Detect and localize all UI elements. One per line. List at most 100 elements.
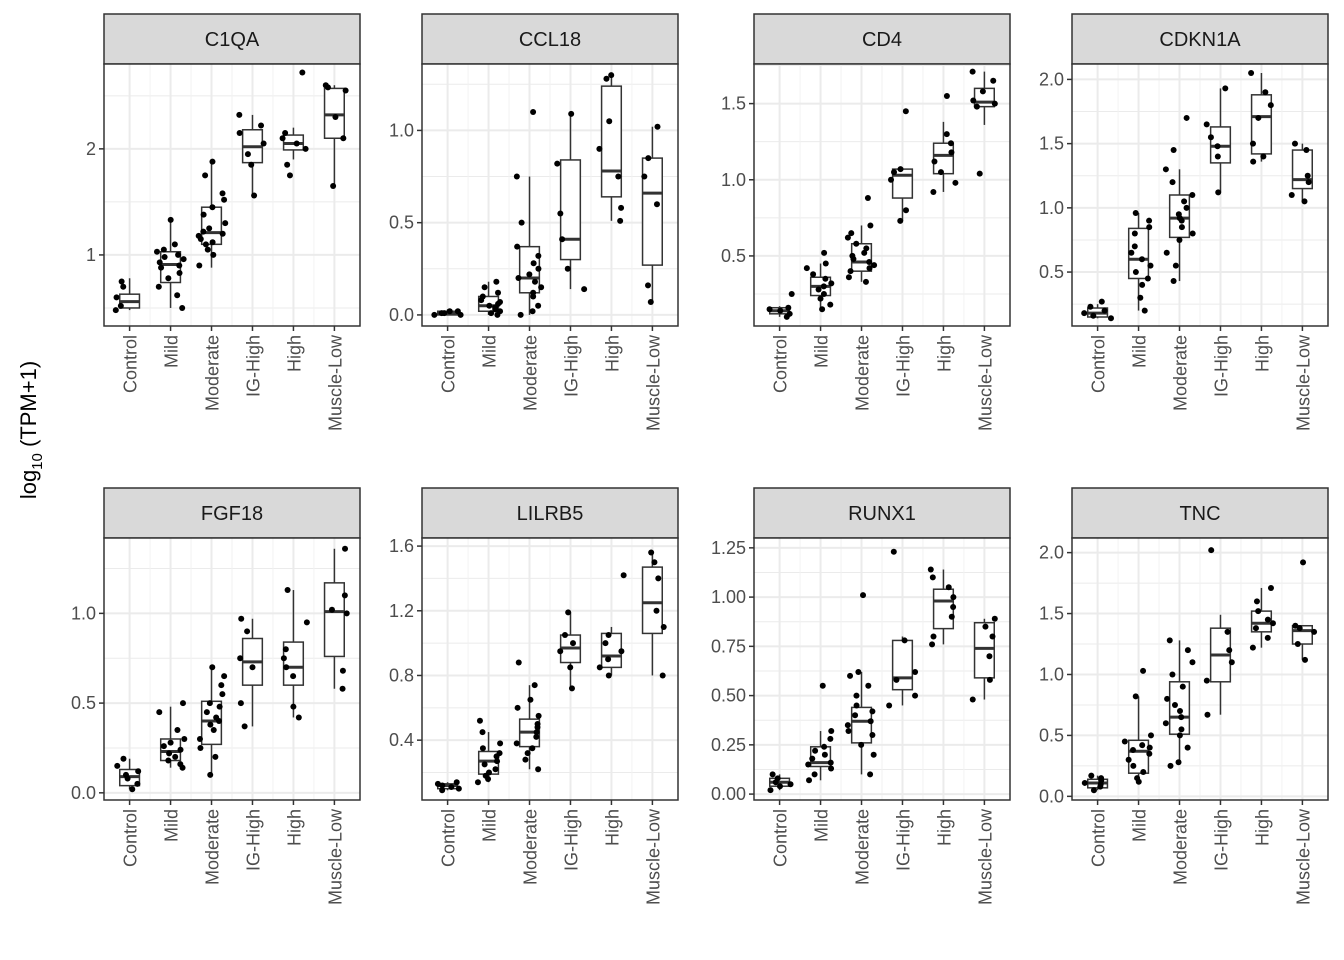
x-tick-label: IG-High <box>561 809 581 871</box>
data-point <box>1081 779 1088 786</box>
x-tick-label: Mild <box>162 809 182 842</box>
data-point <box>302 145 309 152</box>
data-point <box>653 607 660 614</box>
data-point <box>177 761 184 768</box>
data-point <box>615 173 622 180</box>
x-tick-label: Control <box>439 335 459 393</box>
data-point <box>603 75 610 82</box>
data-point <box>481 761 488 768</box>
data-point <box>943 92 950 99</box>
facet-strip-label: LILRB5 <box>517 503 584 525</box>
data-point <box>819 682 826 689</box>
data-point <box>160 246 167 253</box>
data-point <box>118 278 125 285</box>
data-point <box>1303 147 1310 154</box>
data-point <box>863 245 870 252</box>
data-point <box>766 306 773 313</box>
x-tick-label: Muscle-Low <box>1293 808 1313 905</box>
data-point <box>1146 217 1153 224</box>
data-point <box>538 284 545 291</box>
y-tick-label: 1.25 <box>711 538 746 558</box>
data-point <box>820 291 827 298</box>
data-point <box>174 292 181 299</box>
data-point <box>1138 256 1145 263</box>
data-point <box>431 311 438 318</box>
data-point <box>1189 230 1196 237</box>
data-point <box>1214 153 1221 160</box>
x-tick-label: Control <box>771 809 791 867</box>
data-point <box>531 278 538 285</box>
data-point <box>332 114 339 121</box>
x-tick-label: Muscle-Low <box>975 334 995 431</box>
box-mild <box>809 263 832 310</box>
box-ig-high <box>1209 614 1232 715</box>
x-tick-label: IG-High <box>243 335 263 397</box>
data-point <box>207 721 214 728</box>
data-point <box>1264 634 1271 641</box>
data-point <box>513 173 520 180</box>
data-point <box>989 633 996 640</box>
data-point <box>339 685 346 692</box>
panel-border <box>103 537 361 801</box>
data-point <box>1178 714 1185 721</box>
data-point <box>236 111 243 118</box>
data-point <box>821 743 828 750</box>
data-point <box>122 771 129 778</box>
data-point <box>203 709 210 716</box>
data-point <box>931 158 938 165</box>
data-point <box>828 728 835 735</box>
data-point <box>1175 759 1182 766</box>
data-point <box>282 646 289 653</box>
data-point <box>222 220 229 227</box>
data-point <box>1107 315 1114 322</box>
data-point <box>260 140 267 147</box>
data-point <box>890 548 897 555</box>
data-point <box>822 275 829 282</box>
x-tick-label: Mild <box>812 335 832 368</box>
data-point <box>1137 294 1144 301</box>
data-point <box>1101 307 1108 314</box>
panel-cdkn1a: CDKN1A 0.5 1.0 1.5 2.0 Control Mild Moderate IG-… <box>1039 13 1329 431</box>
y-axis-title: log10 (TPM+1) <box>16 361 46 499</box>
data-point <box>844 722 851 729</box>
data-point <box>950 594 957 601</box>
data-point <box>827 301 834 308</box>
x-tick-label: Mild <box>480 335 500 368</box>
data-point <box>1215 189 1222 196</box>
x-tick-label: Moderate <box>203 809 223 885</box>
data-point <box>488 310 495 317</box>
x-tick-label: Control <box>1089 809 1109 867</box>
interquartile-box <box>973 621 996 679</box>
data-point <box>517 311 524 318</box>
data-point <box>160 743 167 750</box>
data-point <box>526 271 533 278</box>
data-point <box>970 97 977 104</box>
data-point <box>860 592 867 599</box>
y-tick-label: 1.0 <box>721 170 746 190</box>
data-point <box>1255 114 1262 121</box>
y-tick-label: 0.5 <box>71 693 96 713</box>
x-tick-label: IG-High <box>1211 335 1231 397</box>
data-point <box>446 308 453 315</box>
data-point <box>195 232 202 239</box>
data-point <box>258 122 265 129</box>
data-point <box>218 682 225 689</box>
data-point <box>1176 732 1183 739</box>
x-tick-label: Control <box>1089 335 1109 393</box>
data-point <box>1170 147 1177 154</box>
interquartile-box <box>932 142 955 175</box>
panel-border <box>753 63 1011 327</box>
data-point <box>179 700 186 707</box>
data-point <box>776 783 783 790</box>
data-point <box>1300 559 1307 566</box>
data-point <box>785 304 792 311</box>
facet-strip-label: FGF18 <box>201 503 263 525</box>
data-point <box>535 252 542 259</box>
data-point <box>1292 622 1299 629</box>
data-point <box>219 190 226 197</box>
box-high <box>1250 72 1273 162</box>
data-point <box>827 759 834 766</box>
data-point <box>605 656 612 663</box>
box-control <box>118 278 141 311</box>
data-point <box>865 682 872 689</box>
